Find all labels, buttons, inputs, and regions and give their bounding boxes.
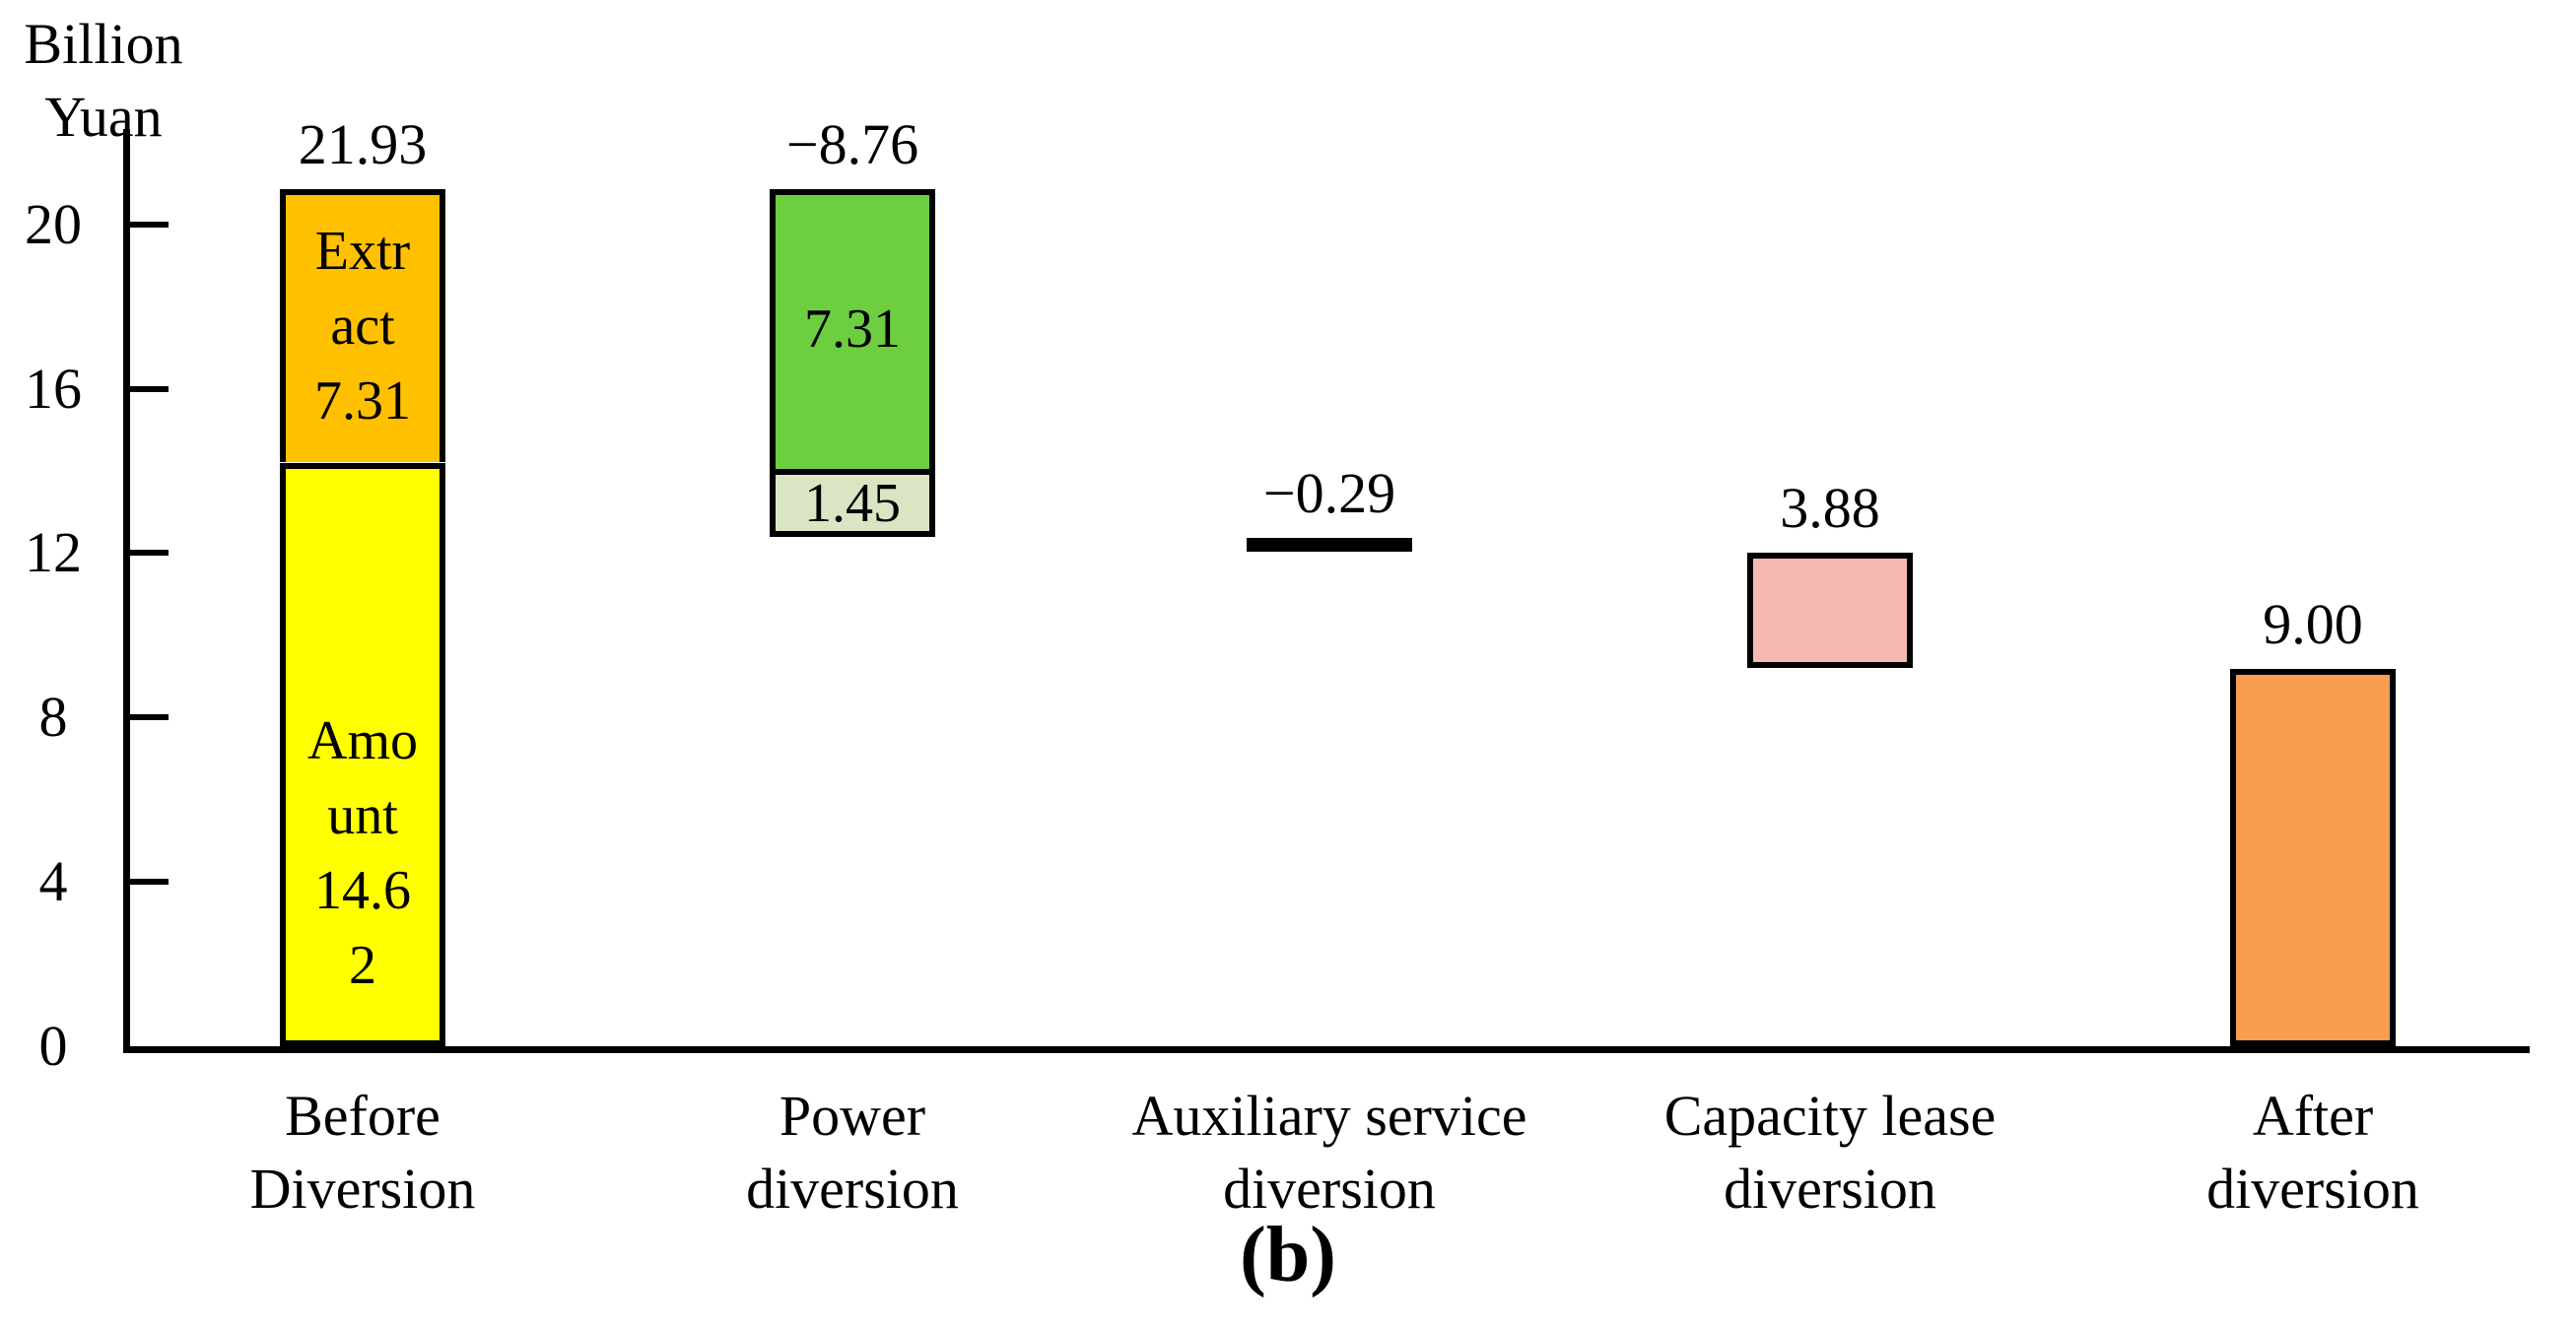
bar-segment-label: Amo unt 14.6 2 xyxy=(307,710,418,996)
y-tick-label: 16 xyxy=(25,357,82,421)
bar-segment-label: 7.31 xyxy=(804,299,901,360)
y-tick-label: 0 xyxy=(38,1014,68,1078)
bar-segment-fill xyxy=(770,189,935,469)
bar-segment-fill xyxy=(1247,538,1412,552)
bar-value-label: 9.00 xyxy=(2263,592,2363,656)
category-label: Before Diversion xyxy=(249,1084,476,1221)
y-tick xyxy=(123,222,169,228)
category-label: Power diversion xyxy=(746,1084,959,1221)
y-tick-label: 8 xyxy=(38,685,68,749)
bar-segment-amount xyxy=(280,463,445,1046)
y-tick-label: 12 xyxy=(25,520,82,584)
y-axis-title: Billion Yuan xyxy=(24,12,183,149)
y-axis-line xyxy=(123,129,130,1053)
bar-value-label: 21.93 xyxy=(298,112,428,176)
category-label: Auxiliary service diversion xyxy=(1131,1084,1527,1221)
y-tick-label: 20 xyxy=(25,192,82,256)
y-tick xyxy=(123,550,169,556)
y-tick xyxy=(123,879,169,885)
bar-value-label: −8.76 xyxy=(785,112,919,176)
category-label: After diversion xyxy=(2206,1084,2419,1221)
y-tick-label: 4 xyxy=(38,849,68,913)
y-tick xyxy=(123,714,169,720)
bar-segment-fill xyxy=(1747,553,1913,668)
bar-segment-fill xyxy=(770,469,935,537)
bar-segment-label: Extr act 7.31 xyxy=(314,221,411,432)
x-axis-line xyxy=(123,1046,2530,1053)
bar-segment-extract xyxy=(280,189,445,462)
bar-value-label: −0.29 xyxy=(1262,461,1396,525)
y-tick xyxy=(123,386,169,392)
chart-caption: (b) xyxy=(1240,1212,1336,1298)
bar-segment-label: 1.45 xyxy=(804,473,901,534)
bar-segment-fill xyxy=(2230,669,2396,1046)
category-label: Capacity lease diversion xyxy=(1663,1084,1997,1221)
bar-value-label: 3.88 xyxy=(1780,476,1880,540)
